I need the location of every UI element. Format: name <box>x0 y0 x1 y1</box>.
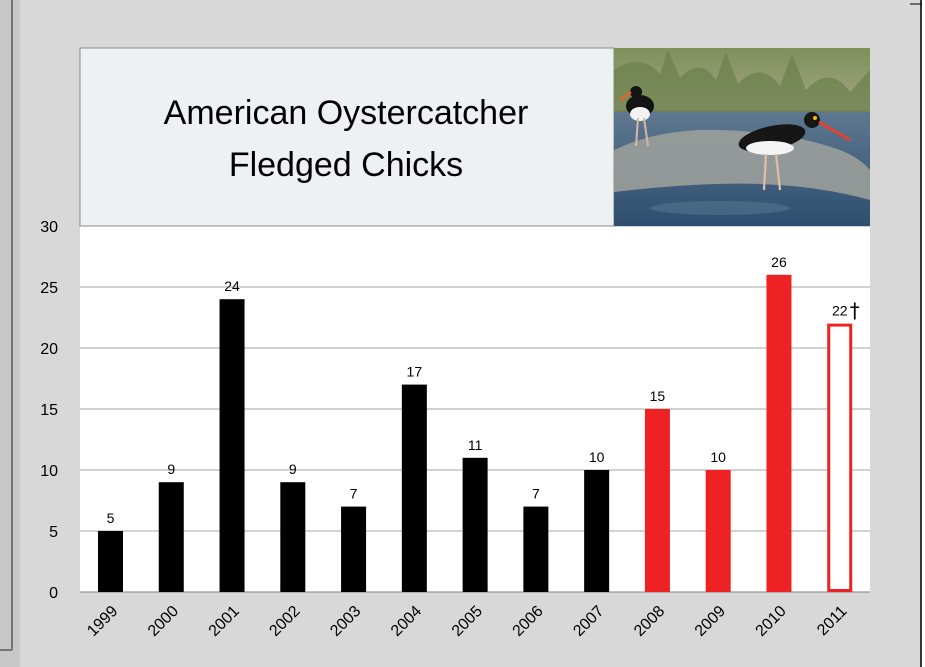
data-label-2005: 11 <box>468 437 483 453</box>
bar-2003 <box>341 506 367 592</box>
data-label-2003: 7 <box>350 486 358 502</box>
data-label-2007: 10 <box>589 449 605 465</box>
data-label-2000: 9 <box>167 461 175 477</box>
y-tick-label: 30 <box>40 219 58 236</box>
title-line-2: Fledged Chicks <box>229 146 463 184</box>
bar-2004 <box>401 384 427 592</box>
bar-2005 <box>462 457 488 592</box>
y-tick-label: 15 <box>40 402 58 419</box>
y-tick-label: 20 <box>40 341 58 358</box>
title-box <box>79 47 615 227</box>
data-label-2010: 26 <box>771 254 787 270</box>
y-tick-label: 5 <box>49 524 58 541</box>
data-label-2009: 10 <box>710 449 726 465</box>
bar-2011 <box>827 323 853 592</box>
data-label-2001: 24 <box>224 278 240 294</box>
y-tick-label: 10 <box>40 463 58 480</box>
data-label-2002: 9 <box>289 461 297 477</box>
annotation-dagger: † <box>850 299 860 323</box>
bar-2008 <box>644 409 670 592</box>
bar-2000 <box>158 482 184 592</box>
bar-2009 <box>705 470 731 592</box>
oystercatcher-photo <box>614 48 870 226</box>
bar-2007 <box>584 470 610 592</box>
bar-1999 <box>98 531 123 592</box>
bar-2001 <box>219 299 245 592</box>
data-label-2006: 7 <box>532 486 540 502</box>
bar-2010 <box>766 274 792 592</box>
data-labels: 5 9 24 9 7 17 11 7 10 15 10 26 22 <box>107 254 848 526</box>
data-label-2008: 15 <box>650 388 666 404</box>
data-label-1999: 5 <box>107 510 115 526</box>
data-label-2011: 22 <box>832 303 848 319</box>
bar-2006 <box>523 506 549 592</box>
left-dark-frame <box>0 0 20 667</box>
bars <box>98 274 853 592</box>
data-label-2004: 17 <box>407 364 423 380</box>
title-line-1: American Oystercatcher <box>164 94 529 132</box>
y-tick-label: 0 <box>49 585 58 602</box>
y-tick-label: 25 <box>40 280 58 297</box>
bar-2002 <box>280 482 306 592</box>
y-axis: 0 5 10 15 20 25 30 <box>40 219 58 602</box>
